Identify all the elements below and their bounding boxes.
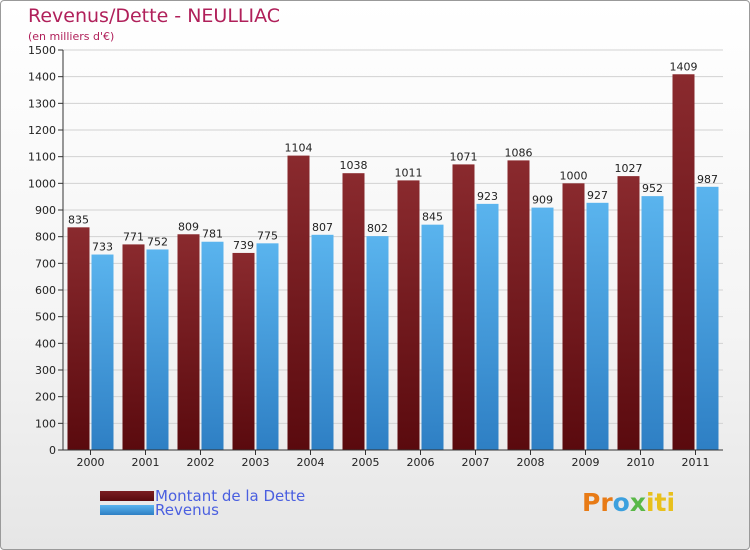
bar-dette bbox=[122, 244, 145, 450]
data-label-revenus: 845 bbox=[422, 211, 443, 224]
data-label-dette: 809 bbox=[178, 220, 199, 233]
bar-revenus bbox=[256, 243, 279, 450]
bar-dette bbox=[507, 160, 530, 450]
axes: 0 100 200 300 400 500 600 700 800 900 1000 1100 1200… bbox=[28, 44, 723, 469]
data-label-revenus: 802 bbox=[367, 222, 388, 235]
data-label-revenus: 909 bbox=[532, 194, 553, 207]
bar-revenus bbox=[201, 241, 224, 450]
y-tick-label: 0 bbox=[49, 444, 56, 457]
y-tick-label: 1500 bbox=[28, 44, 56, 57]
data-label-dette: 1409 bbox=[670, 60, 698, 73]
data-label-revenus: 927 bbox=[587, 189, 608, 202]
bar-revenus bbox=[641, 196, 664, 450]
x-tick-label: 2004 bbox=[297, 456, 325, 469]
y-tick-label: 1100 bbox=[28, 151, 56, 164]
bar-revenus bbox=[311, 234, 334, 450]
data-label-dette: 771 bbox=[123, 230, 144, 243]
data-label-revenus: 733 bbox=[92, 241, 113, 254]
bar-revenus bbox=[366, 236, 389, 450]
bar-dette bbox=[287, 155, 310, 450]
y-tick-label: 1000 bbox=[28, 177, 56, 190]
bar-revenus bbox=[586, 202, 609, 450]
data-label-revenus: 807 bbox=[312, 221, 333, 234]
bar-dette bbox=[67, 227, 90, 450]
x-tick-label: 2008 bbox=[517, 456, 545, 469]
data-label-dette: 835 bbox=[68, 213, 89, 226]
data-label-revenus: 752 bbox=[147, 235, 168, 248]
y-tick-label: 700 bbox=[35, 257, 56, 270]
y-tick-label: 800 bbox=[35, 231, 56, 244]
y-tick-label: 900 bbox=[35, 204, 56, 217]
bar-revenus bbox=[531, 207, 554, 450]
bar-revenus bbox=[91, 254, 114, 450]
x-tick-label: 2007 bbox=[462, 456, 490, 469]
bar-revenus bbox=[146, 249, 169, 450]
legend-label-revenus: Revenus bbox=[155, 501, 219, 519]
y-tick-label: 500 bbox=[35, 311, 56, 324]
data-label-revenus: 987 bbox=[697, 173, 718, 186]
bar-dette bbox=[177, 234, 200, 450]
y-tick-label: 600 bbox=[35, 284, 56, 297]
legend-swatch-dette bbox=[100, 491, 154, 501]
x-tick-label: 2010 bbox=[627, 456, 655, 469]
data-label-dette: 1011 bbox=[395, 166, 423, 179]
data-label-dette: 1038 bbox=[340, 159, 368, 172]
y-tick-label: 1200 bbox=[28, 124, 56, 137]
y-tick-label: 400 bbox=[35, 337, 56, 350]
data-label-dette: 1027 bbox=[615, 162, 643, 175]
data-label-revenus: 923 bbox=[477, 190, 498, 203]
bar-dette bbox=[232, 252, 255, 450]
legend-label-dette: Montant de la Dette bbox=[155, 487, 306, 505]
data-label-dette: 1000 bbox=[560, 169, 588, 182]
data-label-revenus: 952 bbox=[642, 182, 663, 195]
bar-dette bbox=[452, 164, 475, 450]
data-label-dette: 739 bbox=[233, 239, 254, 252]
bar-revenus bbox=[696, 186, 719, 451]
grid bbox=[63, 49, 723, 451]
bar-dette bbox=[562, 183, 585, 451]
data-label-dette: 1086 bbox=[505, 146, 533, 159]
bar-dette bbox=[672, 74, 695, 451]
chart-title: Revenus/Dette - NEULLIAC bbox=[28, 5, 281, 27]
x-tick-label: 2003 bbox=[242, 456, 270, 469]
x-tick-label: 2002 bbox=[187, 456, 215, 469]
data-label-dette: 1104 bbox=[285, 142, 313, 155]
x-tick-label: 2011 bbox=[682, 456, 710, 469]
y-tick-label: 200 bbox=[35, 391, 56, 404]
chart-subtitle: (en milliers d'€) bbox=[28, 30, 115, 43]
bar-dette bbox=[617, 176, 640, 450]
x-tick-label: 2006 bbox=[407, 456, 435, 469]
x-tick-label: 2005 bbox=[352, 456, 380, 469]
bar-revenus bbox=[476, 203, 499, 450]
bar-dette bbox=[397, 180, 420, 450]
bar-dette bbox=[342, 173, 365, 450]
y-tick-label: 100 bbox=[35, 417, 56, 430]
bar-revenus bbox=[421, 224, 444, 450]
x-tick-label: 2009 bbox=[572, 456, 600, 469]
proxiti-logo: Proxiti bbox=[582, 488, 676, 517]
y-tick-label: 300 bbox=[35, 364, 56, 377]
data-label-revenus: 775 bbox=[257, 229, 278, 242]
data-label-revenus: 781 bbox=[202, 228, 223, 241]
y-tick-label: 1400 bbox=[28, 71, 56, 84]
legend-swatch-revenus bbox=[100, 505, 154, 515]
x-tick-label: 2001 bbox=[132, 456, 160, 469]
x-tick-label: 2000 bbox=[77, 456, 105, 469]
y-tick-label: 1300 bbox=[28, 97, 56, 110]
data-label-dette: 1071 bbox=[450, 150, 478, 163]
